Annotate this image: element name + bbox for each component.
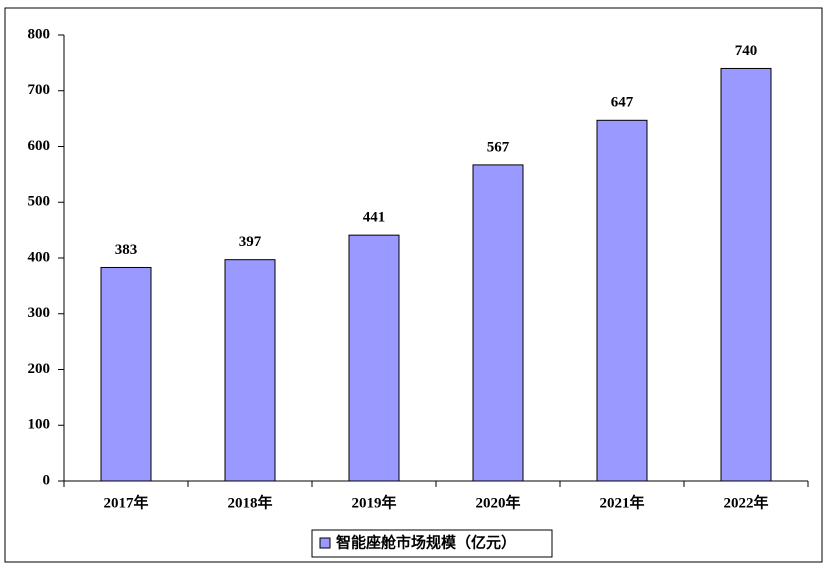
data-label: 441 [363,210,386,226]
y-tick-label: 500 [28,194,51,210]
data-label: 740 [735,43,758,59]
bar [100,266,152,482]
legend-label: 智能座舱市场规模（亿元） [336,533,516,551]
y-tick-label: 700 [28,82,51,98]
y-tick-label: 800 [28,26,51,42]
x-tick-label: 2022年 [723,493,768,511]
bar [348,234,400,482]
bar [472,164,524,482]
x-tick-label: 2018年 [227,493,272,511]
y-tick-label: 100 [28,417,51,433]
x-tick-label: 2020年 [475,493,520,511]
y-tick-label: 600 [28,138,51,154]
bar [224,259,276,482]
legend-box [311,529,553,558]
x-tick-label: 2019年 [351,493,396,511]
data-label: 383 [115,242,138,258]
y-tick-label: 400 [28,249,51,265]
x-tick-label: 2017年 [103,493,148,511]
data-label: 647 [611,95,634,111]
data-label: 567 [487,139,510,155]
bar [596,119,648,482]
bar [720,67,772,482]
legend-swatch [319,537,331,549]
data-label: 397 [239,234,262,250]
y-tick-label: 300 [28,305,51,321]
y-tick-label: 0 [43,472,51,488]
x-tick-label: 2021年 [599,493,644,511]
y-tick-label: 200 [28,361,51,377]
